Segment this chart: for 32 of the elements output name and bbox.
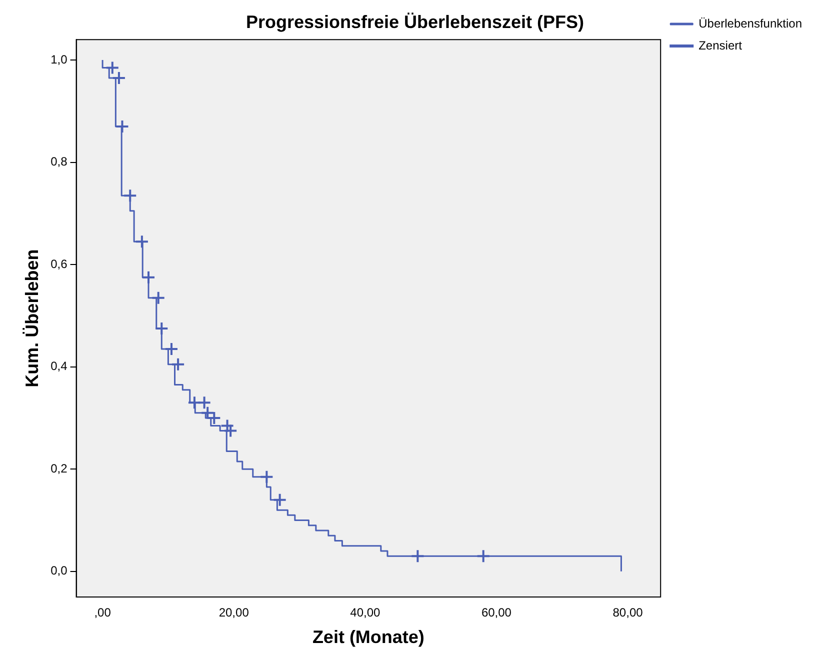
x-tick-label: 80,00 <box>612 606 644 620</box>
legend-label: Überlebensfunktion <box>698 16 802 30</box>
point <box>410 549 425 564</box>
y-tick-label: 0,0 <box>50 564 68 578</box>
x-tick-label: ,00 <box>94 606 112 620</box>
point <box>154 322 169 336</box>
point <box>187 396 202 410</box>
point <box>197 396 212 410</box>
x-tick-label: 60,00 <box>481 606 512 620</box>
legend-label: Zensiert <box>698 38 743 52</box>
y-axis-title: Kum. Überleben <box>22 249 42 388</box>
point <box>171 357 186 372</box>
point <box>123 188 138 203</box>
point <box>164 342 178 356</box>
point <box>260 470 274 484</box>
point <box>142 270 156 284</box>
y-tick-label: 0,6 <box>50 256 68 271</box>
y-tick-label: 0,8 <box>50 154 68 169</box>
y-tick-label: 0,2 <box>50 461 68 476</box>
y-tick-label: 0,4 <box>50 359 68 374</box>
point <box>115 120 130 134</box>
point <box>112 70 126 85</box>
point <box>134 234 149 249</box>
point <box>151 290 166 305</box>
y-tick-label: 1,0 <box>50 52 68 66</box>
point <box>105 60 120 75</box>
x-tick-label: 40,00 <box>350 606 380 620</box>
x-tick-label: 20,00 <box>218 606 250 620</box>
x-axis-title: Zeit (Monate) <box>312 627 424 648</box>
point <box>272 492 287 507</box>
chart-title: Progressionsfreie Überlebenszeit (PFS) <box>246 12 584 32</box>
point <box>476 549 490 564</box>
